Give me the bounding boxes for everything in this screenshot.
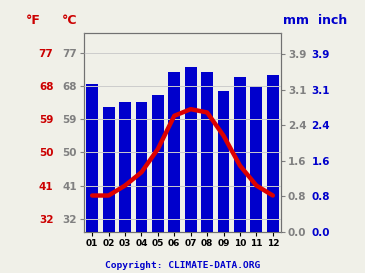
Bar — [218, 91, 230, 232]
Bar — [152, 95, 164, 232]
Bar — [168, 72, 180, 232]
Bar — [250, 86, 262, 232]
Bar — [267, 75, 279, 232]
Text: inch: inch — [318, 14, 347, 27]
Bar — [103, 108, 115, 232]
Bar — [234, 77, 246, 232]
Bar — [86, 84, 98, 232]
Text: °C: °C — [62, 14, 77, 27]
Text: °F: °F — [26, 14, 40, 27]
Bar — [119, 102, 131, 232]
Bar — [201, 72, 213, 232]
Text: Copyright: CLIMATE-DATA.ORG: Copyright: CLIMATE-DATA.ORG — [105, 261, 260, 270]
Bar — [185, 67, 197, 232]
Text: mm: mm — [283, 14, 309, 27]
Bar — [135, 102, 147, 232]
